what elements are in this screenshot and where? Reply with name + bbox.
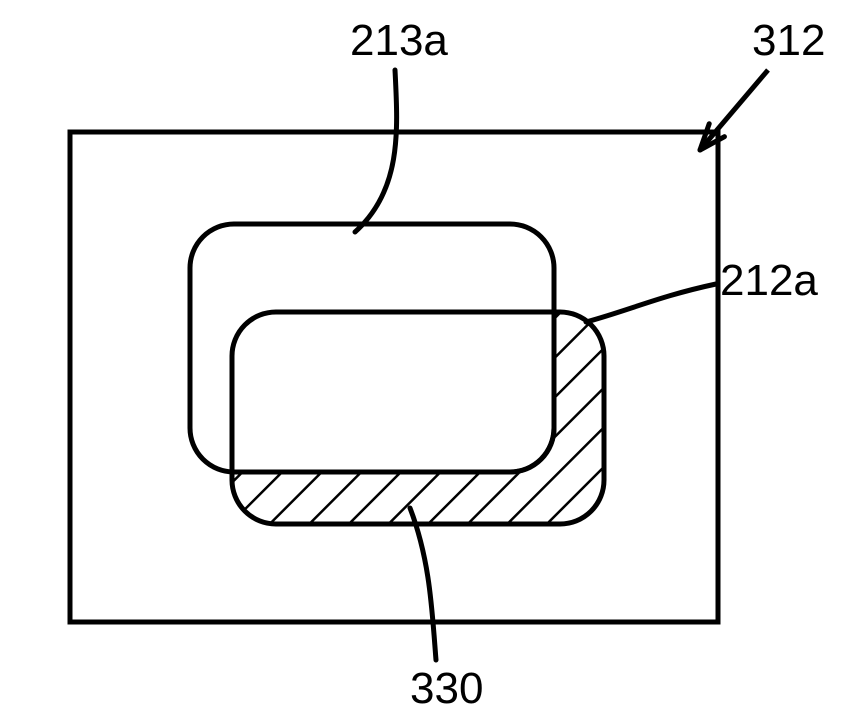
leader-312 <box>700 70 768 150</box>
label-312: 312 <box>752 16 825 66</box>
shape-213a <box>190 224 554 472</box>
label-212a: 212a <box>720 256 818 306</box>
diagram-svg <box>0 0 855 728</box>
label-213a: 213a <box>350 16 448 66</box>
diagram-stage: 213a 312 212a 330 <box>0 0 855 728</box>
label-330: 330 <box>410 664 483 714</box>
